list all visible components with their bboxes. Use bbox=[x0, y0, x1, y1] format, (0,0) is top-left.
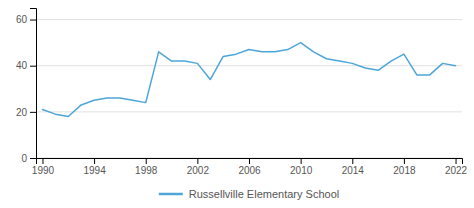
x-tick-mark bbox=[197, 158, 198, 164]
x-axis-line bbox=[37, 159, 463, 165]
x-tick: 2010 bbox=[290, 158, 313, 176]
x-tick-label: 2022 bbox=[445, 165, 468, 176]
y-tick: 0 bbox=[21, 153, 36, 164]
series-line bbox=[42, 43, 455, 117]
y-tick-mark bbox=[30, 20, 36, 21]
marks bbox=[42, 43, 455, 117]
legend: Russellville Elementary School bbox=[159, 188, 339, 200]
x-tick-label: 2014 bbox=[342, 165, 365, 176]
x-tick-label: 2018 bbox=[393, 165, 416, 176]
y-tick-label: 40 bbox=[16, 60, 28, 71]
x-tick-mark bbox=[42, 158, 43, 164]
legend-label: Russellville Elementary School bbox=[189, 188, 339, 200]
grid-line bbox=[36, 19, 462, 20]
x-tick: 2002 bbox=[187, 158, 210, 176]
y-tick: 40 bbox=[16, 60, 36, 71]
y-tick-mark bbox=[30, 158, 36, 159]
x-tick-label: 1998 bbox=[135, 165, 158, 176]
x-tick-mark bbox=[249, 158, 250, 164]
x-tick-label: 1990 bbox=[32, 165, 55, 176]
y-tick-mark bbox=[30, 112, 36, 113]
y-tick-label: 20 bbox=[16, 107, 28, 118]
y-tick-label: 60 bbox=[16, 14, 28, 25]
y-tick: 20 bbox=[16, 107, 36, 118]
x-tick-mark bbox=[146, 158, 147, 164]
x-tick-label: 2006 bbox=[238, 165, 261, 176]
y-tick: 60 bbox=[16, 14, 36, 25]
x-tick-label: 2002 bbox=[187, 165, 210, 176]
x-tick: 1990 bbox=[32, 158, 55, 176]
y-axis-line bbox=[30, 9, 37, 159]
x-tick-mark bbox=[352, 158, 353, 164]
y-tick-label: 0 bbox=[21, 153, 27, 164]
legend-swatch bbox=[159, 193, 183, 196]
chart: 1990 1994 1998 2002 2006 2010 2014 2018 2022 0 20 4… bbox=[0, 0, 474, 208]
grid bbox=[36, 20, 462, 158]
grid-line bbox=[36, 65, 462, 66]
x-tick: 2014 bbox=[342, 158, 365, 176]
x-tick: 2006 bbox=[238, 158, 261, 176]
plot: 1990 1994 1998 2002 2006 2010 2014 2018 2022 0 20 4… bbox=[16, 9, 468, 177]
x-tick: 2022 bbox=[445, 158, 468, 176]
x-tick-mark bbox=[456, 158, 457, 164]
x-tick-mark bbox=[94, 158, 95, 164]
x-tick-mark bbox=[404, 158, 405, 164]
y-axis: 0 20 40 60 bbox=[16, 9, 37, 164]
x-tick: 1994 bbox=[83, 158, 106, 176]
y-tick-mark bbox=[30, 66, 36, 67]
legend-item: Russellville Elementary School bbox=[159, 188, 339, 200]
grid-line bbox=[36, 111, 462, 112]
x-tick-label: 1994 bbox=[83, 165, 106, 176]
x-axis: 1990 1994 1998 2002 2006 2010 2014 2018 2022 bbox=[32, 158, 468, 176]
x-tick: 2018 bbox=[393, 158, 416, 176]
x-tick: 1998 bbox=[135, 158, 158, 176]
x-tick-mark bbox=[301, 158, 302, 164]
x-tick-label: 2010 bbox=[290, 165, 313, 176]
